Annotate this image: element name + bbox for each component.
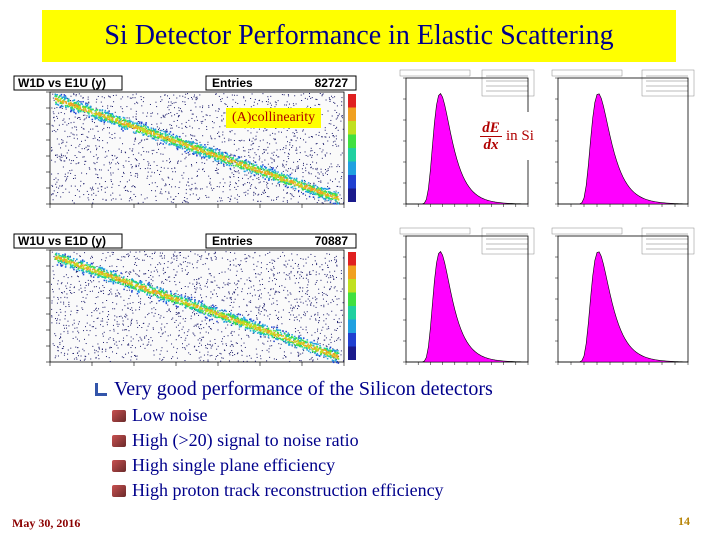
slide-title-banner: Si Detector Performance in Elastic Scatt… xyxy=(42,10,676,62)
collinearity-annotation: (A)collinearity xyxy=(226,108,322,128)
plot-name-box xyxy=(13,233,123,249)
bullet-square-icon xyxy=(112,484,126,497)
histogram-2-svg xyxy=(538,68,698,218)
dedx-label: dE dx in Si xyxy=(480,112,548,160)
dedx-fraction: dE dx xyxy=(480,120,502,153)
histogram-3-svg xyxy=(386,226,538,376)
slide-title: Si Detector Performance in Elastic Scatt… xyxy=(104,20,614,51)
histogram-2 xyxy=(538,68,698,218)
bullet-main-text: Very good performance of the Silicon det… xyxy=(114,378,493,400)
stats-box xyxy=(205,75,357,91)
bullet-main: Very good performance of the Silicon det… xyxy=(92,378,493,401)
plot-name-box xyxy=(13,75,123,91)
stats-label: Entries xyxy=(212,76,253,90)
dedx-suffix: in Si xyxy=(506,127,534,144)
bullet-square-icon xyxy=(112,434,126,447)
histogram-4 xyxy=(538,226,698,376)
stats-box xyxy=(205,233,357,249)
bullet-item: High (>20) signal to noise ratio xyxy=(112,430,493,451)
page-number: 14 xyxy=(678,514,690,528)
bullet-item: High proton track reconstruction efficie… xyxy=(112,480,493,501)
dedx-numerator: dE xyxy=(482,119,500,136)
scatter-plot-2-name: W1U vs E1D (y) xyxy=(18,234,106,248)
bullet-item-text: High proton track reconstruction efficie… xyxy=(132,480,444,500)
stats-value: 82727 xyxy=(315,76,349,90)
stats-value: 70887 xyxy=(315,234,349,248)
scatter-plot-1-svg: W1D vs E1U (y) Entries 82727 xyxy=(12,74,374,218)
bullet-square-icon xyxy=(112,409,126,422)
bullet-item-text: High single plane efficiency xyxy=(132,455,336,475)
bullet-item-text: High (>20) signal to noise ratio xyxy=(132,430,359,450)
histogram-3 xyxy=(386,226,538,376)
bullet-arrow-icon xyxy=(92,382,108,397)
bullet-item: High single plane efficiency xyxy=(112,455,493,476)
scatter-plot-1: W1D vs E1U (y) Entries 82727 (A)collinea… xyxy=(12,74,374,218)
scatter-plot-2: W1U vs E1D (y) Entries 70887 xyxy=(12,232,374,376)
scatter-plot-1-name: W1D vs E1U (y) xyxy=(18,76,106,90)
footer-date: May 30, 2016 xyxy=(12,516,81,530)
dedx-denominator: dx xyxy=(483,136,499,153)
bullet-square-icon xyxy=(112,459,126,472)
bullet-item: Low noise xyxy=(112,405,493,426)
stats-label: Entries xyxy=(212,234,253,248)
histogram-4-svg xyxy=(538,226,698,376)
color-palette xyxy=(348,94,356,202)
bullet-item-text: Low noise xyxy=(132,405,208,425)
color-palette xyxy=(348,252,356,360)
bullet-list: Very good performance of the Silicon det… xyxy=(92,378,493,501)
scatter-plot-2-svg: W1U vs E1D (y) Entries 70887 xyxy=(12,232,374,376)
